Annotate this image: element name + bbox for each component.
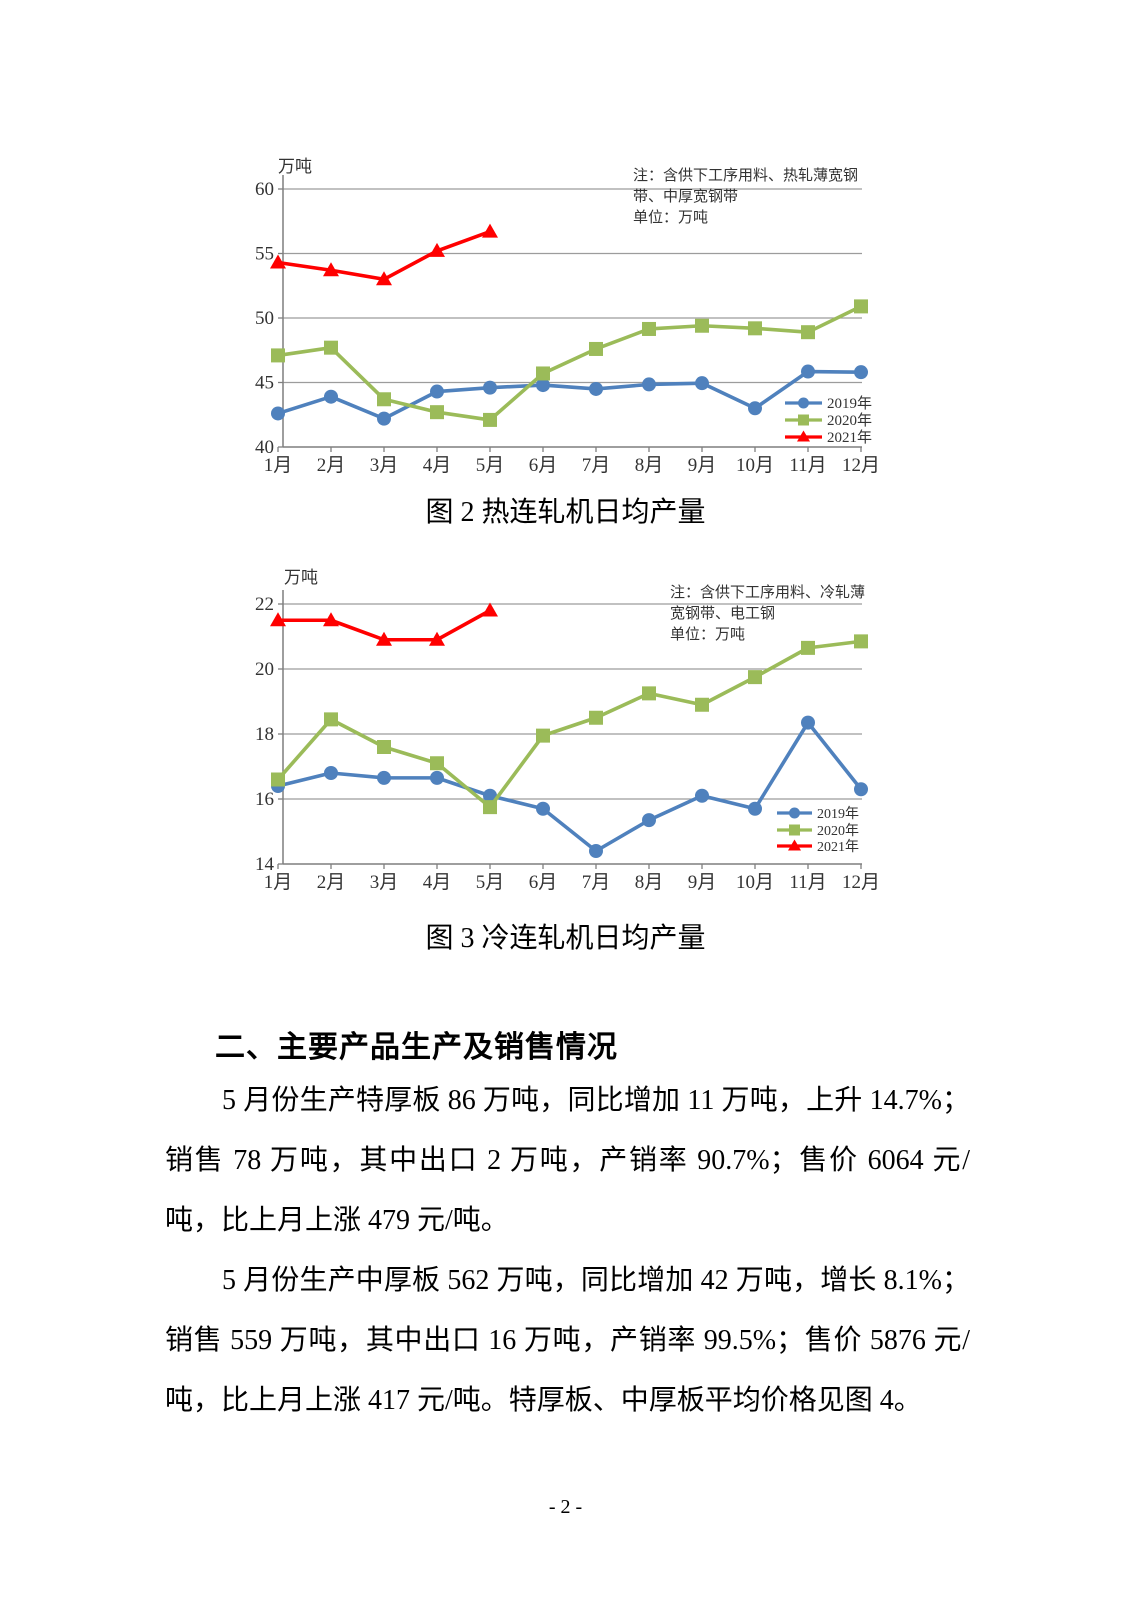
tick-labels: 40 45 50 55 60 1月 2月 3月 4月 5月 6月 7月 8月 9月 10月 11月 12月 bbox=[255, 179, 880, 476]
axes bbox=[277, 590, 862, 869]
svg-text:2020年: 2020年 bbox=[827, 412, 872, 429]
svg-text:12月: 12月 bbox=[842, 455, 880, 476]
svg-text:4月: 4月 bbox=[423, 872, 452, 893]
svg-text:2021年: 2021年 bbox=[827, 429, 872, 446]
svg-text:8月: 8月 bbox=[635, 872, 664, 893]
chart-note: 注：含供下工序用料、热轧薄宽钢 带、中厚宽钢带 单位：万吨 bbox=[633, 166, 858, 229]
svg-text:4月: 4月 bbox=[423, 455, 452, 476]
gridlines bbox=[283, 188, 862, 384]
svg-text:11月: 11月 bbox=[789, 455, 826, 476]
chart-note-line: 注：含供下工序用料、热轧薄宽钢 bbox=[633, 168, 859, 184]
chart-note-line: 带、中厚宽钢带 bbox=[633, 189, 739, 205]
svg-text:45: 45 bbox=[255, 373, 274, 394]
svg-text:2月: 2月 bbox=[317, 455, 346, 476]
line-chart-hot-rolling: 40 45 50 55 60 1月 2月 3月 4月 5月 6月 7月 8月 9月 10月 11月 12月 201… bbox=[255, 175, 880, 476]
svg-text:16: 16 bbox=[255, 789, 274, 810]
paragraph-extra-thick-plate: 5 月份生产特厚板 86 万吨，同比增加 11 万吨，上升 14.7%；销售 7… bbox=[165, 1085, 970, 1236]
svg-text:40: 40 bbox=[255, 437, 274, 458]
figure2-hot-rolling-chart: 40 45 50 55 60 1月 2月 3月 4月 5月 6月 7月 8月 9月 10月 11月 12月 201… bbox=[240, 150, 880, 490]
svg-text:11月: 11月 bbox=[789, 872, 826, 893]
svg-text:3月: 3月 bbox=[370, 872, 399, 893]
svg-text:5月: 5月 bbox=[476, 872, 505, 893]
figure3-cold-rolling-chart: 14 16 18 20 22 1月 2月 3月 4月 5月 6月 7月 8月 9月 10月 11月 12月 201… bbox=[240, 555, 880, 895]
svg-text:60: 60 bbox=[255, 179, 274, 200]
series-2019年 bbox=[271, 364, 868, 426]
paragraph-medium-plate: 5 月份生产中厚板 562 万吨，同比增加 42 万吨，增长 8.1%；销售 5… bbox=[165, 1265, 970, 1416]
svg-text:7月: 7月 bbox=[582, 872, 611, 893]
svg-text:2019年: 2019年 bbox=[817, 806, 859, 822]
series-2019年 bbox=[271, 715, 868, 858]
series-2021年 bbox=[270, 223, 498, 286]
svg-text:10月: 10月 bbox=[736, 872, 774, 893]
svg-text:18: 18 bbox=[255, 724, 274, 745]
section-heading: 二、主要产品生产及销售情况 bbox=[215, 1031, 618, 1064]
series-2021年 bbox=[270, 602, 498, 646]
chart-note-line: 单位：万吨 bbox=[670, 627, 746, 643]
svg-text:12月: 12月 bbox=[842, 872, 880, 893]
chart-note-line: 注：含供下工序用料、冷轧薄 bbox=[670, 585, 866, 601]
svg-text:9月: 9月 bbox=[688, 872, 717, 893]
page-number: - 2 - bbox=[548, 1496, 583, 1518]
svg-text:20: 20 bbox=[255, 659, 274, 680]
series-2020年 bbox=[271, 299, 868, 427]
svg-text:50: 50 bbox=[255, 308, 274, 329]
svg-text:7月: 7月 bbox=[582, 455, 611, 476]
chart-note-line: 单位：万吨 bbox=[633, 210, 709, 226]
svg-text:6月: 6月 bbox=[529, 455, 558, 476]
chart-note: 注：含供下工序用料、冷轧薄 宽钢带、电工钢 单位：万吨 bbox=[670, 583, 865, 646]
gridlines bbox=[283, 603, 862, 800]
axes bbox=[277, 175, 862, 452]
line-chart-cold-rolling: 14 16 18 20 22 1月 2月 3月 4月 5月 6月 7月 8月 9月 10月 11月 12月 201… bbox=[255, 590, 880, 893]
figure3-caption: 图 3 冷连轧机日均产量 bbox=[425, 923, 706, 954]
svg-text:9月: 9月 bbox=[688, 455, 717, 476]
svg-text:14: 14 bbox=[255, 854, 275, 875]
y-axis-unit-label: 万吨 bbox=[284, 568, 318, 587]
body-text: 5 月份生产特厚板 86 万吨，同比增加 11 万吨，上升 14.7%；销售 7… bbox=[165, 1071, 970, 1431]
svg-text:2020年: 2020年 bbox=[817, 823, 859, 839]
svg-text:2019年: 2019年 bbox=[827, 395, 872, 412]
svg-text:10月: 10月 bbox=[736, 455, 774, 476]
svg-text:3月: 3月 bbox=[370, 455, 399, 476]
svg-text:55: 55 bbox=[255, 244, 274, 265]
svg-text:8月: 8月 bbox=[635, 455, 664, 476]
svg-text:6月: 6月 bbox=[529, 872, 558, 893]
svg-text:2021年: 2021年 bbox=[817, 839, 859, 855]
series-2020年 bbox=[271, 634, 868, 815]
tick-labels: 14 16 18 20 22 1月 2月 3月 4月 5月 6月 7月 8月 9月 10月 11月 12月 bbox=[255, 594, 880, 893]
y-axis-unit-label: 万吨 bbox=[278, 157, 312, 176]
svg-text:2月: 2月 bbox=[317, 872, 346, 893]
svg-text:1月: 1月 bbox=[264, 872, 293, 893]
chart-note-line: 宽钢带、电工钢 bbox=[670, 606, 776, 622]
svg-text:1月: 1月 bbox=[264, 455, 293, 476]
figure2-caption: 图 2 热连轧机日均产量 bbox=[425, 497, 706, 528]
svg-text:22: 22 bbox=[255, 594, 274, 615]
svg-text:5月: 5月 bbox=[476, 455, 505, 476]
